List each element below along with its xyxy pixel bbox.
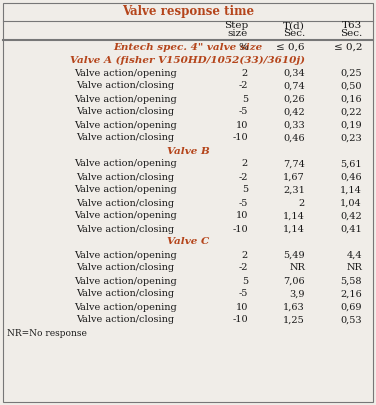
Text: 0,26: 0,26 [284, 94, 305, 104]
Text: Valve action/closing: Valve action/closing [76, 290, 174, 298]
Text: Valve action/opening: Valve action/opening [74, 277, 176, 286]
Text: 2: 2 [242, 251, 248, 260]
Text: 2: 2 [242, 68, 248, 77]
Text: 5,58: 5,58 [341, 277, 362, 286]
Text: Valve action/opening: Valve action/opening [74, 303, 176, 311]
Text: Entech spec. 4" valve size: Entech spec. 4" valve size [114, 43, 262, 51]
Text: -5: -5 [239, 290, 248, 298]
Text: 10: 10 [236, 121, 248, 130]
Text: 1,14: 1,14 [283, 211, 305, 220]
Text: Valve action/closing: Valve action/closing [76, 134, 174, 143]
Text: 0,46: 0,46 [284, 134, 305, 143]
Text: 2,31: 2,31 [283, 185, 305, 194]
Text: Valve action/closing: Valve action/closing [76, 224, 174, 234]
Text: 0,22: 0,22 [340, 107, 362, 117]
Text: Valve action/opening: Valve action/opening [74, 185, 176, 194]
Text: -10: -10 [232, 315, 248, 324]
Text: Valve action/closing: Valve action/closing [76, 173, 174, 181]
Text: 0,46: 0,46 [340, 173, 362, 181]
Text: 5: 5 [242, 94, 248, 104]
Text: Valve action/opening: Valve action/opening [74, 251, 176, 260]
Text: Valve response time: Valve response time [122, 6, 254, 19]
Text: 0,23: 0,23 [340, 134, 362, 143]
Text: 1,14: 1,14 [283, 224, 305, 234]
Text: 0,74: 0,74 [283, 81, 305, 90]
Text: Valve action/opening: Valve action/opening [74, 94, 176, 104]
Text: Valve A (fisher V150HD/1052(33)/3610j): Valve A (fisher V150HD/1052(33)/3610j) [71, 55, 305, 64]
Text: 7,74: 7,74 [283, 160, 305, 168]
Text: 10: 10 [236, 303, 248, 311]
Text: 0,33: 0,33 [283, 121, 305, 130]
Text: %: % [238, 43, 248, 51]
Text: ≤ 0,6: ≤ 0,6 [276, 43, 305, 51]
Text: 0,41: 0,41 [340, 224, 362, 234]
Text: Step: Step [224, 21, 248, 30]
Text: T63: T63 [342, 21, 362, 30]
Text: 0,50: 0,50 [341, 81, 362, 90]
Text: size: size [228, 28, 248, 38]
Text: Valve C: Valve C [167, 237, 209, 247]
Text: 0,42: 0,42 [283, 107, 305, 117]
Text: ≤ 0,2: ≤ 0,2 [334, 43, 362, 51]
Text: Valve B: Valve B [167, 147, 209, 156]
Text: Valve action/closing: Valve action/closing [76, 264, 174, 273]
Text: 1,04: 1,04 [340, 198, 362, 207]
Text: Sec.: Sec. [283, 28, 305, 38]
Text: 4,4: 4,4 [346, 251, 362, 260]
Text: 0,42: 0,42 [340, 211, 362, 220]
Text: Valve action/closing: Valve action/closing [76, 81, 174, 90]
Text: 0,16: 0,16 [340, 94, 362, 104]
Text: 0,69: 0,69 [341, 303, 362, 311]
Text: -5: -5 [239, 198, 248, 207]
Text: 1,25: 1,25 [283, 315, 305, 324]
Text: 1,14: 1,14 [340, 185, 362, 194]
Text: -2: -2 [238, 173, 248, 181]
Text: NR: NR [289, 264, 305, 273]
Text: -5: -5 [239, 107, 248, 117]
Text: 2: 2 [299, 198, 305, 207]
Text: -10: -10 [232, 134, 248, 143]
Text: 0,25: 0,25 [340, 68, 362, 77]
Text: -2: -2 [238, 81, 248, 90]
Text: Sec.: Sec. [340, 28, 362, 38]
Text: Valve action/opening: Valve action/opening [74, 211, 176, 220]
Text: 5,61: 5,61 [340, 160, 362, 168]
Text: Valve action/opening: Valve action/opening [74, 121, 176, 130]
Text: 7,06: 7,06 [284, 277, 305, 286]
Text: -2: -2 [238, 264, 248, 273]
Text: Valve action/opening: Valve action/opening [74, 68, 176, 77]
Text: -10: -10 [232, 224, 248, 234]
Text: T(d): T(d) [283, 21, 305, 30]
Text: Valve action/opening: Valve action/opening [74, 160, 176, 168]
Text: 1,67: 1,67 [283, 173, 305, 181]
Text: 5: 5 [242, 185, 248, 194]
Text: Valve action/closing: Valve action/closing [76, 315, 174, 324]
Text: Valve action/closing: Valve action/closing [76, 107, 174, 117]
Text: NR=No response: NR=No response [7, 328, 87, 337]
Text: 3,9: 3,9 [290, 290, 305, 298]
Text: 0,34: 0,34 [283, 68, 305, 77]
Text: 2: 2 [242, 160, 248, 168]
Text: Valve action/closing: Valve action/closing [76, 198, 174, 207]
Text: 10: 10 [236, 211, 248, 220]
Text: 2,16: 2,16 [340, 290, 362, 298]
Text: NR: NR [346, 264, 362, 273]
Text: 1,63: 1,63 [283, 303, 305, 311]
Text: 5: 5 [242, 277, 248, 286]
Text: 0,53: 0,53 [340, 315, 362, 324]
Text: 5,49: 5,49 [284, 251, 305, 260]
Text: 0,19: 0,19 [340, 121, 362, 130]
